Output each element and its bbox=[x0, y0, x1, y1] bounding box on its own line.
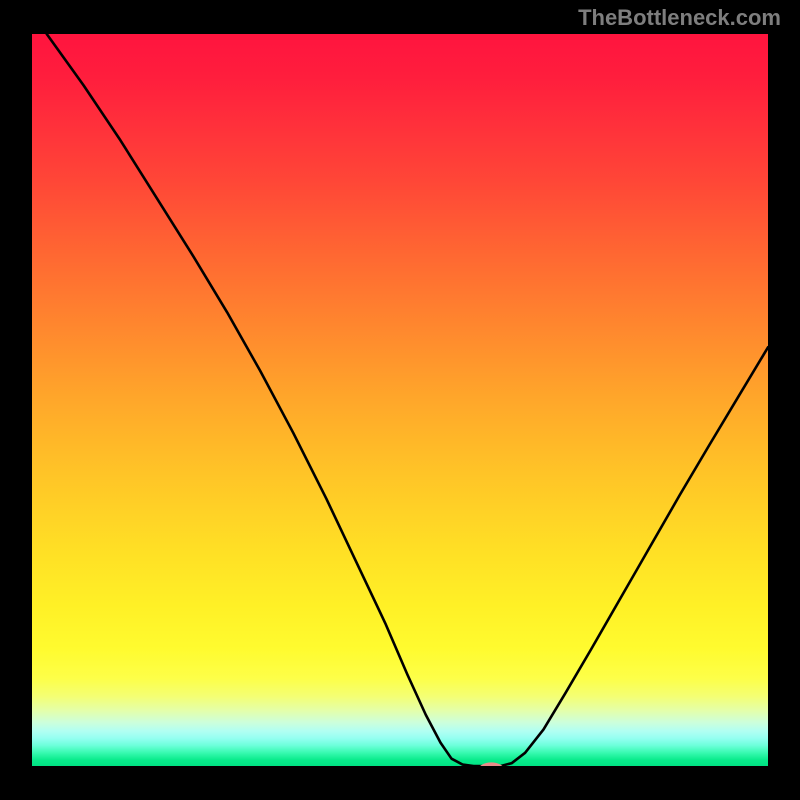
bottleneck-curve-layer bbox=[32, 34, 768, 766]
plot-area bbox=[32, 34, 768, 766]
bottleneck-curve bbox=[47, 34, 768, 766]
optimum-marker bbox=[478, 762, 504, 766]
watermark-text: TheBottleneck.com bbox=[578, 5, 781, 31]
chart-frame: TheBottleneck.com bbox=[0, 0, 800, 800]
